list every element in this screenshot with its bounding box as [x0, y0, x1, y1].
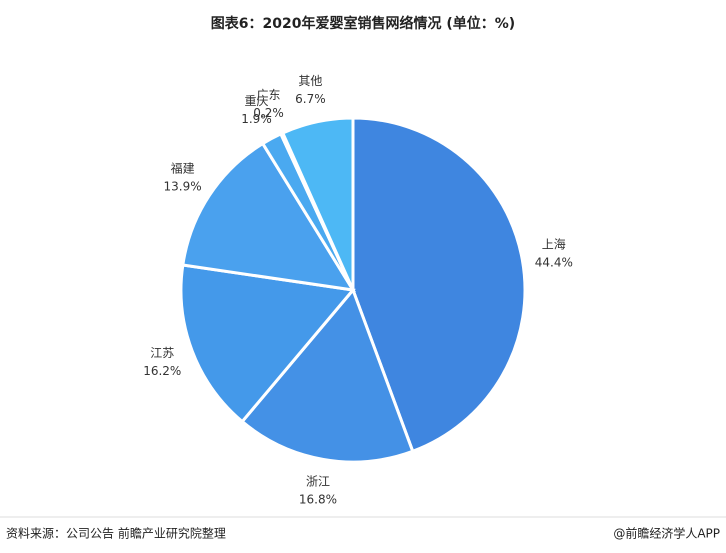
value-label: 16.8%: [299, 492, 337, 506]
source: 资料来源：公司公告 前瞻产业研究院整理: [6, 526, 226, 541]
pie-slice: [280, 116, 355, 291]
value-label: 1.9%: [241, 112, 272, 126]
pie-slice: [351, 116, 527, 454]
value-label: 44.4%: [535, 256, 573, 270]
pie-slice: [181, 141, 356, 292]
slice-label: 浙江: [306, 474, 330, 488]
slice-label: 福建: [171, 160, 195, 175]
pie-slice: [240, 287, 415, 464]
credit: @前瞻经济学人APP: [613, 526, 720, 541]
slice-label: 其他: [298, 74, 322, 88]
value-label: 13.9%: [164, 179, 202, 193]
slice-label: 重庆: [244, 94, 268, 108]
value-label: 0.2%: [253, 106, 284, 120]
value-label: 16.2%: [143, 364, 181, 378]
slice-label: 上海: [542, 237, 566, 252]
chart-title: 图表6：2020年爱婴室销售网络情况 (单位：%): [211, 15, 515, 32]
slice-label: 广东: [257, 88, 281, 102]
pie-slice: [179, 263, 356, 424]
slice-label: 江苏: [150, 346, 174, 360]
value-label: 6.7%: [295, 92, 326, 106]
